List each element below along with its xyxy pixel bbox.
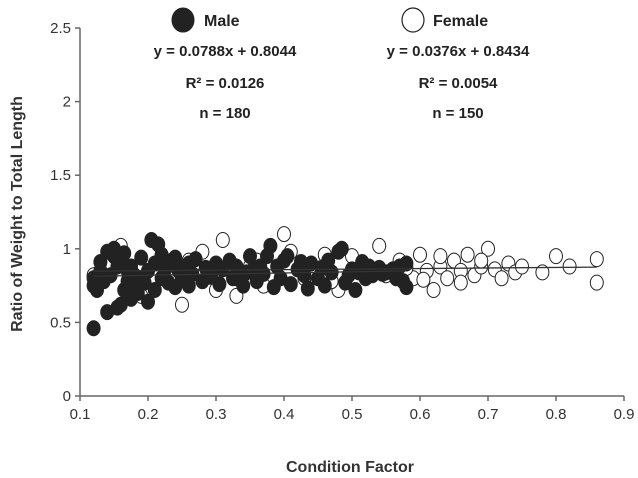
male-data-point [348, 282, 363, 299]
female-data-point [562, 258, 577, 275]
x-tick-label: 0.5 [342, 406, 363, 423]
y-axis-title: Ratio of Weight to Total Length [9, 96, 26, 332]
male-data-point [300, 280, 315, 297]
female-data-point [481, 240, 495, 257]
male-data-point [117, 245, 132, 262]
female-data-point [433, 248, 448, 265]
female-data-point [453, 274, 468, 291]
male-data-point [294, 254, 308, 271]
male-data-point [93, 254, 108, 271]
male-data-point [355, 254, 370, 271]
x-tick-label: 0.7 [478, 406, 499, 423]
male-trend-line [93, 270, 407, 277]
female-data-point [416, 271, 431, 288]
female-data-point [426, 282, 441, 299]
male-data-point [212, 276, 227, 293]
data-points [86, 226, 604, 337]
male-data-point [283, 276, 298, 293]
male-data-point [334, 240, 349, 257]
y-tick-label: 2.5 [50, 20, 71, 37]
female-r-squared: R² = 0.0054 [419, 75, 498, 92]
male-data-point [147, 282, 162, 299]
female-data-point [460, 246, 475, 263]
male-data-point [229, 270, 244, 287]
female-equation: y = 0.0376x + 0.8434 [387, 43, 530, 60]
y-tick-label: 1 [63, 241, 71, 258]
female-data-point [413, 246, 427, 263]
female-data-point [440, 270, 455, 287]
female-data-point [215, 231, 230, 248]
male-data-point [124, 258, 138, 275]
male-data-point [86, 320, 101, 337]
female-data-point [474, 252, 489, 269]
y-tick-label: 2 [63, 94, 71, 111]
female-data-point [277, 226, 291, 243]
trend-lines [93, 266, 597, 277]
male-data-point [341, 267, 356, 284]
legend-marker-male [171, 7, 195, 33]
female-trend-line [93, 266, 597, 272]
male-data-point [280, 248, 295, 265]
female-sample-size: n = 150 [432, 105, 483, 122]
female-data-point [549, 248, 563, 265]
male-r-squared: R² = 0.0126 [186, 75, 265, 92]
female-data-point [589, 251, 604, 268]
female-data-point [372, 237, 387, 254]
male-data-point [317, 277, 332, 294]
x-tick-label: 0.2 [138, 406, 159, 423]
male-equation: y = 0.0788x + 0.8044 [154, 43, 297, 60]
y-tick-label: 1.5 [50, 167, 71, 184]
male-data-point [375, 265, 390, 282]
female-data-point [494, 270, 509, 287]
y-tick-label: 0.5 [50, 314, 71, 331]
x-tick-label: 0.8 [546, 406, 567, 423]
male-data-point [263, 237, 278, 254]
male-data-point [134, 249, 149, 266]
female-data-point [175, 296, 189, 313]
male-data-point [321, 252, 336, 269]
female-data-point [515, 258, 529, 275]
male-data-point [154, 246, 169, 263]
female-data-point [535, 264, 550, 281]
x-axis-title: Condition Factor [286, 459, 414, 476]
x-tick-label: 0.3 [206, 406, 227, 423]
x-tick-label: 0.4 [274, 406, 295, 423]
y-tick-label: 0 [63, 388, 71, 405]
male-data-point [243, 248, 257, 265]
male-data-point [399, 279, 414, 296]
male-data-point [141, 293, 155, 310]
y-axis-ticks: 0 0.5 1 1.5 2 2.5 [50, 20, 80, 405]
x-tick-label: 0.1 [70, 406, 91, 423]
male-sample-size: n = 180 [199, 105, 250, 122]
legend-marker-female [401, 7, 425, 33]
x-tick-label: 0.6 [410, 406, 431, 423]
female-data-point [589, 274, 604, 291]
male-data-point [168, 249, 183, 266]
legend-label-male: Male [204, 13, 240, 30]
male-data-point [181, 255, 196, 272]
x-tick-label: 0.9 [614, 406, 635, 423]
legend-label-female: Female [433, 13, 488, 30]
x-axis-ticks: 0.1 0.2 0.3 0.4 0.5 0.6 0.7 0.8 0.9 [70, 396, 635, 423]
